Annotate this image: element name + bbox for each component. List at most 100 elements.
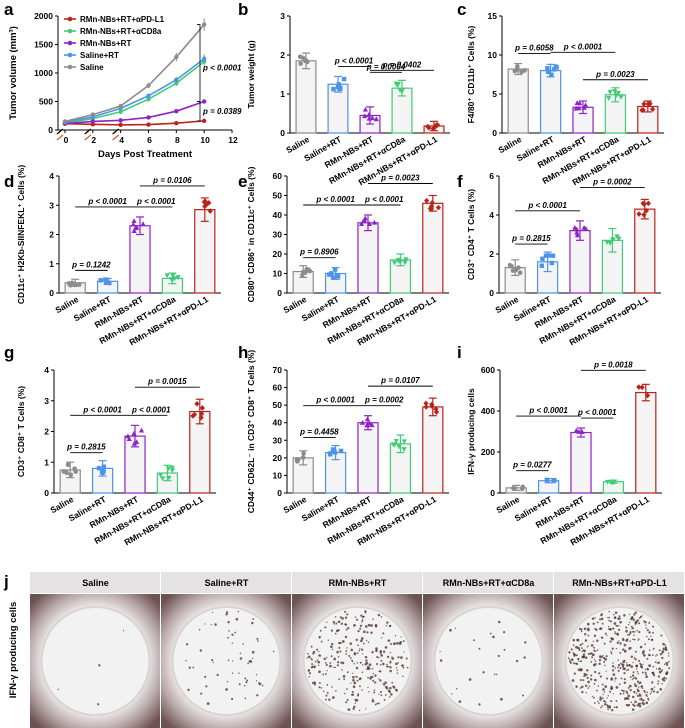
ifn-spot [388,691,391,694]
replicate-dot [170,273,176,279]
ifn-spot [334,616,337,618]
ifn-spot [632,671,635,674]
ifn-spot [641,701,644,704]
ifn-spot [391,656,393,658]
ifn-spot [626,634,629,636]
ifn-spot [97,703,100,706]
y-tick-label: 30 [273,435,283,445]
replicate-dot [169,468,175,474]
replicate-dot [543,253,549,258]
ifn-spot [332,696,335,699]
replicate-dot [424,197,430,204]
x-tick-label: 12 [228,135,238,145]
ifn-spot [378,656,380,659]
ifn-spot [349,657,352,659]
ifn-spot [216,673,219,677]
ifn-spot [614,632,617,635]
x-tick-label: 10 [200,135,210,145]
ifn-spot [618,640,620,642]
replicate-dot [650,106,656,112]
ifn-spot [642,652,645,654]
ifn-spot [360,614,363,617]
ifn-spot [344,635,348,639]
ifn-spot [330,629,334,632]
ifn-spot [392,685,396,689]
p-value-label: p < 0.0001 [202,63,242,72]
ifn-spot [631,695,635,699]
ifn-spot [357,629,360,633]
ifn-spot [615,700,618,702]
ifn-spot [610,709,614,712]
ifn-spot [612,693,615,695]
ifn-spot [395,662,398,666]
ifn-spot [353,705,356,708]
ifn-spot [353,623,356,627]
ifn-spot [572,638,576,642]
p-value-label: p = 0.0106 [152,176,192,185]
ifn-spot [620,662,622,664]
well-membrane [40,606,151,716]
ifn-spot [210,624,212,626]
ifn-spot [350,648,354,652]
ifn-spot [618,683,621,686]
replicate-dot [511,485,516,491]
ifn-spot [362,642,365,645]
ifn-spot [638,630,641,634]
y-tick-label: 0 [280,128,285,138]
ifn-spot [590,674,593,677]
replicate-dot [403,257,409,263]
ifn-spot [403,651,405,653]
y-tick-label: 3 [49,200,54,210]
bar [422,406,444,494]
ifn-spot [405,657,408,660]
ifn-spot [391,681,394,684]
ifn-spot [626,664,629,667]
ifn-spot [256,637,259,640]
ifn-spot [378,702,380,705]
replicate-dot [550,253,556,258]
ifn-spot [231,672,234,674]
data-point [90,112,96,117]
ifn-spot [361,619,364,621]
ifn-spot [584,684,588,687]
rt-arrow-icon [84,128,92,135]
ifn-spot [629,688,632,692]
replicate-dot [331,448,336,453]
ifn-spot [617,659,619,661]
ifn-spot [606,634,608,637]
ifn-spot [659,687,663,691]
x-tick-label: 0 [64,135,69,145]
ifn-spot [362,653,364,655]
ifn-spot [439,659,443,662]
ifn-spot [616,632,619,636]
ifn-spot [344,610,347,613]
ifn-spot [650,687,654,691]
legend-swatch-dot [67,40,73,46]
replicate-dot [72,466,77,472]
ifn-spot [651,625,655,628]
p-value-label: p < 0.0001 [131,405,171,414]
ifn-spot [376,702,379,705]
replicate-dot [641,211,647,218]
ifn-spot [384,646,388,649]
ifn-spot [642,702,646,706]
ifn-spot [618,628,621,631]
ifn-spot [341,640,345,643]
ifn-spot [652,672,655,674]
replicate-dot [423,400,429,407]
replicate-dot [207,208,213,214]
replicate-dot [338,85,343,91]
replicate-dot [636,211,642,217]
ifn-spot [582,655,586,659]
replicate-dot [614,234,620,240]
ifn-spot [351,693,355,696]
y-tick-label: 20 [273,249,283,259]
ifn-spot [594,627,597,630]
ifn-spot [318,670,321,674]
ifn-spot [611,665,615,668]
replicate-dot [396,257,402,263]
ifn-spot [317,664,320,666]
ifn-spot [639,698,641,700]
ifn-spot [344,623,347,626]
ifn-spot [661,669,664,671]
